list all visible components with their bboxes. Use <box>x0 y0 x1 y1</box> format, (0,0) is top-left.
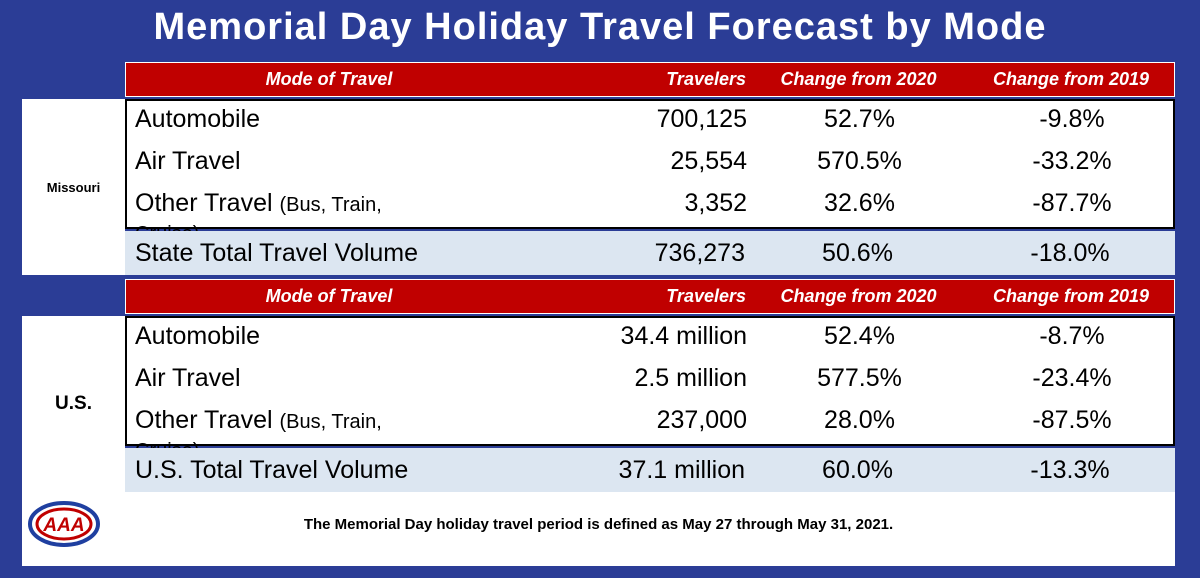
cell: -23.4% <box>972 364 1172 393</box>
cell-text: 32.6% <box>824 189 895 217</box>
header-row: Mode of Travel Travelers Change from 2020 C… <box>125 62 1175 97</box>
title: Memorial Day Holiday Travel Forecast by … <box>153 6 1047 48</box>
cell-text: -87.7% <box>1032 189 1112 217</box>
cell: -87.5% <box>972 406 1172 435</box>
cell: Automobile <box>135 105 435 134</box>
cell-text: 52.4% <box>824 322 895 350</box>
cell: 25,554 <box>547 147 747 176</box>
cell: -8.7% <box>972 322 1172 351</box>
cell-text: 700,125 <box>656 105 747 133</box>
data-rows: Automobile 34.4 million 52.4% -8.7% Air Trav… <box>125 316 1175 462</box>
cell-text: 577.5% <box>817 364 902 392</box>
cell: 3,352 <box>547 189 747 218</box>
header-cell: Travelers <box>666 69 746 89</box>
logo-text: AAA <box>42 515 84 536</box>
cell: Automobile <box>135 322 435 351</box>
logo: AAA <box>28 501 100 547</box>
header-row: Mode of Travel Travelers Change from 2020 C… <box>125 279 1175 314</box>
cell-text: -87.5% <box>1032 406 1112 434</box>
cell-text: Air Travel <box>135 147 241 175</box>
cell: 52.7% <box>762 105 957 134</box>
cell-text: -8.7% <box>1039 322 1105 350</box>
cell-text: 52.7% <box>824 105 895 133</box>
cell-text: 3,352 <box>684 189 747 217</box>
cell-text: Other Travel <box>135 406 273 434</box>
cell: 52.4% <box>762 322 957 351</box>
total-row: U.S. Total Travel Volume 37.1 million 60.0… <box>125 448 1175 492</box>
cell: -9.8% <box>972 105 1172 134</box>
cell: 700,125 <box>547 105 747 134</box>
cell: -87.7% <box>972 189 1172 218</box>
cell: 237,000 <box>547 406 747 435</box>
cell: 570.5% <box>762 147 957 176</box>
total-cell: -13.3% <box>1030 456 1110 484</box>
cell: 34.4 million <box>547 322 747 351</box>
cell-text: Automobile <box>135 105 261 133</box>
cell-text: Other Travel <box>135 189 273 217</box>
header-cell: Change from 2020 <box>780 69 937 89</box>
cell-text: 34.4 million <box>620 322 747 350</box>
cell-text: -33.2% <box>1032 147 1112 175</box>
cell-text: 570.5% <box>817 147 902 175</box>
cell-text: -9.8% <box>1039 105 1105 133</box>
total-cell: 37.1 million <box>618 456 745 484</box>
total-cell: -18.0% <box>1030 239 1110 267</box>
cell: 577.5% <box>762 364 957 393</box>
cell: -33.2% <box>972 147 1172 176</box>
cell-text: -23.4% <box>1032 364 1112 392</box>
header-cell: Change from 2019 <box>992 286 1150 306</box>
cell: Air Travel <box>135 364 435 393</box>
total-cell: 736,273 <box>654 239 745 267</box>
region-label: U.S. <box>22 316 125 492</box>
total-cell: State Total Travel Volume <box>135 239 419 267</box>
total-row: State Total Travel Volume 736,273 50.6% -18… <box>125 231 1175 275</box>
cell: Air Travel <box>135 147 435 176</box>
header-cell: Mode of Travel <box>265 286 393 306</box>
cell: 32.6% <box>762 189 957 218</box>
cell: 2.5 million <box>547 364 747 393</box>
region-label: Missouri <box>22 99 125 275</box>
cell-text: Automobile <box>135 322 261 350</box>
cell-text: Air Travel <box>135 364 241 392</box>
total-cell: 60.0% <box>822 456 893 484</box>
total-cell: U.S. Total Travel Volume <box>135 456 409 484</box>
cell-text: 28.0% <box>824 406 895 434</box>
header-cell: Change from 2019 <box>992 69 1150 89</box>
cell-text: 2.5 million <box>634 364 747 392</box>
cell: 28.0% <box>762 406 957 435</box>
data-rows: Automobile 700,125 52.7% -9.8% Air Travel 25,… <box>125 99 1175 245</box>
footer: AAA The Memorial Day holiday travel peri… <box>22 490 1175 566</box>
cell-text: 25,554 <box>670 147 747 175</box>
header-cell: Mode of Travel <box>265 69 393 89</box>
total-cell: 50.6% <box>822 239 893 267</box>
footnote: The Memorial Day holiday travel period i… <box>303 516 894 533</box>
header-cell: Travelers <box>666 286 746 306</box>
header-cell: Change from 2020 <box>780 286 937 306</box>
cell-text: 237,000 <box>656 406 747 434</box>
